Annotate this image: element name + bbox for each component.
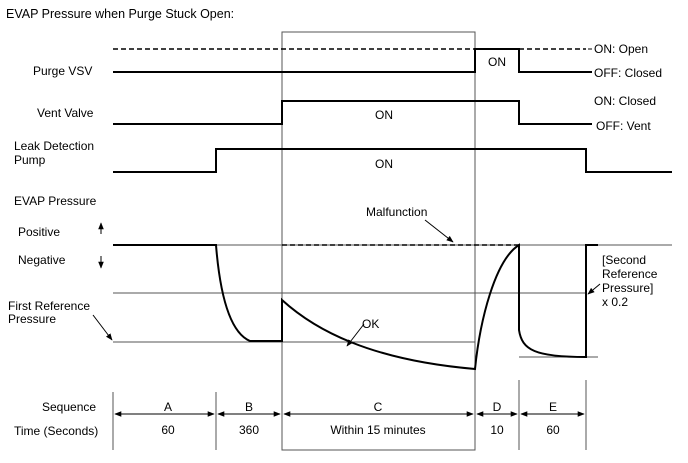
purge-vsv-state-closed: OFF: Closed [594,66,662,80]
sequence-step-b: B [245,400,253,414]
sequence-label: Sequence [42,400,96,414]
vent-valve-state-vent: OFF: Vent [596,119,651,133]
first-reference-arrow-icon [92,314,113,341]
first-reference-label-line1: First Reference [8,299,90,313]
negative-label: Negative [18,253,66,267]
evap-pressure-waveform [113,243,598,371]
sequence-step-d: D [493,400,502,414]
purge-vsv-on-text: ON [488,55,506,69]
ok-arrow-icon [346,323,365,347]
second-reference-label-line3: Pressure] [602,281,653,295]
time-step-a: 60 [161,423,175,437]
phase-c-box [281,31,476,451]
purge-vsv-label: Purge VSV [33,64,92,78]
sequence-step-c: C [374,400,383,414]
leak-pump-waveform [113,148,672,173]
purge-vsv-waveform [113,48,592,73]
ok-label: OK [362,317,379,331]
second-reference-arrow-icon [587,283,601,295]
evap-pressure-label: EVAP Pressure [14,194,97,208]
sequence-step-e: E [549,400,557,414]
positive-label: Positive [18,225,60,239]
vent-valve-state-closed: ON: Closed [594,94,656,108]
vent-valve-label: Vent Valve [37,106,94,120]
time-label: Time (Seconds) [14,424,98,438]
second-reference-label-line1: [Second [602,253,646,267]
malfunction-arrow-icon [424,219,454,243]
leak-pump-label-line1: Leak Detection [14,139,94,153]
vent-valve-on-text: ON [375,108,393,122]
leak-pump-label-line2: Pump [14,153,46,167]
sequence-step-a: A [164,400,172,414]
second-reference-label-line2: Reference [602,267,658,281]
time-step-b: 360 [239,423,259,437]
purge-vsv-state-open: ON: Open [594,42,648,56]
vent-valve-waveform [113,100,592,125]
malfunction-label: Malfunction [366,205,427,219]
time-step-c: Within 15 minutes [330,423,425,437]
time-step-d: 10 [490,423,504,437]
diagram-title: EVAP Pressure when Purge Stuck Open: [6,7,234,21]
second-reference-label-line4: x 0.2 [602,295,628,309]
leak-pump-on-text: ON [375,157,393,171]
first-reference-label-line2: Pressure [8,312,56,326]
time-step-e: 60 [546,423,560,437]
sequence-dividers [112,380,587,450]
